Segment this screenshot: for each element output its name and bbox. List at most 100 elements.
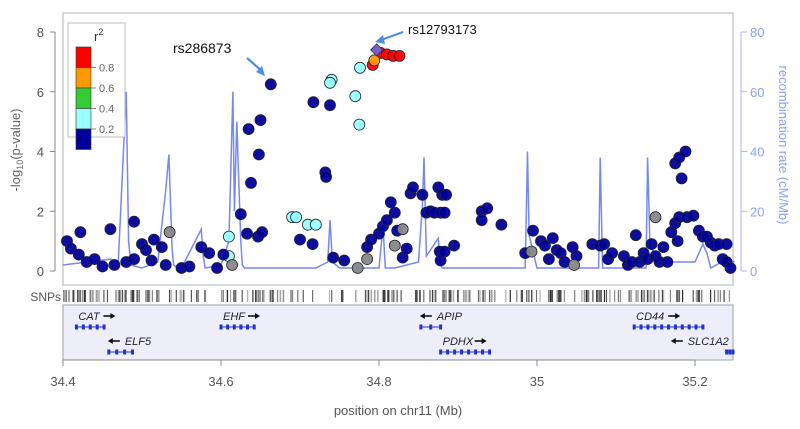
snp-point xyxy=(438,206,451,219)
snp-point xyxy=(393,50,406,62)
snp-point xyxy=(543,253,555,266)
snp-point xyxy=(351,262,364,274)
snp-point xyxy=(368,54,381,67)
gene-exon xyxy=(467,349,471,355)
snp-point xyxy=(440,188,453,201)
snp-point xyxy=(256,226,269,239)
snp-point xyxy=(539,239,551,252)
snp-point xyxy=(242,123,255,136)
snp-point xyxy=(353,118,366,131)
gene-exon xyxy=(429,324,433,330)
snp-point xyxy=(724,262,737,274)
gene-exon xyxy=(460,349,464,355)
snp-point xyxy=(400,242,413,255)
snp-point xyxy=(388,206,401,219)
annotation-label: rs286873 xyxy=(173,40,232,56)
gene-label: CD44 xyxy=(636,311,664,323)
snp-point xyxy=(384,196,397,209)
snp-point xyxy=(720,238,733,251)
gene-label: ELF5 xyxy=(125,336,152,348)
snp-point xyxy=(324,76,336,89)
snp-point xyxy=(327,251,340,264)
snp-point xyxy=(254,114,267,126)
snp-points xyxy=(61,43,737,274)
snp-point xyxy=(140,244,152,257)
snp-point xyxy=(65,242,77,255)
snp-rug-track xyxy=(63,290,731,302)
gene-exon xyxy=(673,324,677,330)
gene-exon xyxy=(660,324,664,330)
gene-exon xyxy=(474,349,478,355)
recombination-rate-line xyxy=(62,91,735,270)
strand-arrowhead-icon xyxy=(670,338,676,344)
gene-exon xyxy=(439,349,443,355)
snp-point xyxy=(74,226,87,239)
gene-exon xyxy=(725,349,729,355)
x-tick-label: 34.4 xyxy=(50,374,75,389)
gene-exon xyxy=(680,324,684,330)
snp-point xyxy=(195,241,208,254)
snp-point xyxy=(354,61,366,74)
strand-arrowhead-icon xyxy=(675,313,681,319)
legend-swatch xyxy=(75,67,92,89)
gene-label: EHF xyxy=(223,311,246,323)
y2-tick-label: 60 xyxy=(750,85,764,100)
x-tick-label: 35 xyxy=(530,374,544,389)
gene-exon xyxy=(453,349,457,355)
y-axis-label: -log10(p-value) xyxy=(8,109,25,192)
annotation-rs12793173: rs12793173 xyxy=(375,22,477,44)
gene-exon xyxy=(123,349,127,355)
gene-exon xyxy=(239,324,243,330)
snp-point xyxy=(675,172,688,185)
snp-point xyxy=(203,247,216,260)
y-tick-label: 6 xyxy=(37,85,44,100)
gene-exon xyxy=(667,324,671,330)
snp-point xyxy=(388,239,401,252)
snp-point xyxy=(657,241,670,254)
snp-point xyxy=(365,233,378,246)
legend-swatch xyxy=(75,87,92,109)
gene-exon xyxy=(419,324,423,330)
lead-snp-diamond-icon xyxy=(370,43,384,57)
strand-arrowhead-icon xyxy=(110,313,116,319)
snp-point xyxy=(546,232,559,245)
snp-point xyxy=(568,259,580,271)
annotation-rs286873: rs286873 xyxy=(173,40,265,76)
snp-point xyxy=(645,238,658,251)
snp-point xyxy=(661,256,674,268)
legend-swatch xyxy=(75,128,92,150)
snp-point xyxy=(183,260,196,273)
gene-exon xyxy=(446,349,450,355)
snp-point xyxy=(438,245,451,258)
y-tick-label: 2 xyxy=(37,204,44,219)
y2-axis-label: recombination rate (cM/Mb) xyxy=(776,66,791,225)
snp-point xyxy=(598,238,611,251)
snp-point xyxy=(527,224,539,237)
snp-point xyxy=(361,253,374,266)
gene-exon xyxy=(731,349,735,355)
y-axis-left: 0 2 4 6 8 xyxy=(37,25,56,279)
gene-exon xyxy=(131,349,135,355)
snp-point xyxy=(222,230,235,243)
strand-arrowhead-icon xyxy=(107,338,113,344)
snp-point xyxy=(495,218,508,231)
x-tick-label: 34.6 xyxy=(208,374,233,389)
gene-exon xyxy=(246,324,250,330)
snp-point xyxy=(481,202,494,215)
gene-exon xyxy=(646,324,650,330)
snp-point xyxy=(320,170,333,183)
legend-swatch xyxy=(75,46,92,68)
snp-point xyxy=(96,260,109,273)
gene-exon xyxy=(439,324,443,330)
snp-point xyxy=(245,176,257,189)
snp-point xyxy=(687,209,700,222)
legend-title: r2 xyxy=(94,27,103,44)
snp-point xyxy=(217,248,230,261)
legend-swatches: 0.8 0.6 0.4 0.2 xyxy=(75,46,114,150)
recombination-path xyxy=(62,91,735,270)
arrow-icon xyxy=(380,30,404,42)
plot-frame xyxy=(62,12,734,286)
snp-point xyxy=(649,211,662,224)
y2-tick-label: 0 xyxy=(750,264,757,279)
